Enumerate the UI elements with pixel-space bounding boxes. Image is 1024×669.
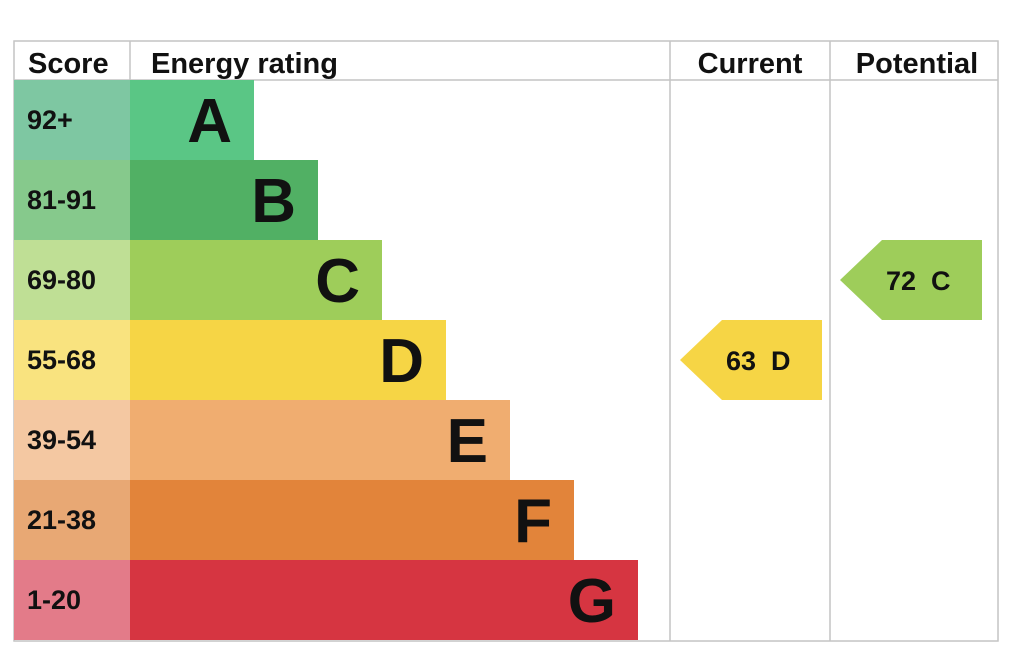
potential-rating-label: 72 C xyxy=(886,266,951,296)
rating-bands: 92+ A 81-91 B 69-80 C 55-68 D 39-54 E 21-38 F 1-20 G xyxy=(14,80,638,640)
band-bar-c xyxy=(130,240,382,320)
band-letter-e: E xyxy=(447,407,488,476)
score-label-d: 55-68 xyxy=(27,345,96,375)
band-bar-a xyxy=(130,80,254,160)
band-bar-d xyxy=(130,320,446,400)
band-letter-a: A xyxy=(187,87,232,156)
potential-header: Potential xyxy=(856,48,978,80)
rating-arrows: 63 D 72 C xyxy=(680,240,982,400)
band-bar-g xyxy=(130,560,638,640)
current-rating-label: 63 D xyxy=(726,346,791,376)
band-bar-e xyxy=(130,400,510,480)
score-cell-a xyxy=(14,80,130,160)
band-letter-c: C xyxy=(315,247,360,316)
score-label-e: 39-54 xyxy=(27,425,96,455)
score-cell-b xyxy=(14,160,130,240)
score-cell-e xyxy=(14,400,130,480)
score-label-a: 92+ xyxy=(27,105,73,135)
band-letter-d: D xyxy=(379,327,424,396)
score-label-b: 81-91 xyxy=(27,185,96,215)
current-header: Current xyxy=(698,48,803,80)
band-letter-b: B xyxy=(251,167,296,236)
band-letter-g: G xyxy=(568,567,616,636)
energy-rating-header: Energy rating xyxy=(151,48,338,80)
band-bar-f xyxy=(130,480,574,560)
score-label-c: 69-80 xyxy=(27,265,96,295)
band-bar-b xyxy=(130,160,318,240)
band-letter-f: F xyxy=(514,487,552,556)
score-cell-d xyxy=(14,320,130,400)
current-arrow xyxy=(680,320,822,400)
score-label-g: 1-20 xyxy=(27,585,81,615)
potential-arrow xyxy=(840,240,982,320)
score-cell-f xyxy=(14,480,130,560)
score-header: Score xyxy=(28,48,109,80)
score-cell-c xyxy=(14,240,130,320)
score-cell-g xyxy=(14,560,130,640)
score-label-f: 21-38 xyxy=(27,505,96,535)
